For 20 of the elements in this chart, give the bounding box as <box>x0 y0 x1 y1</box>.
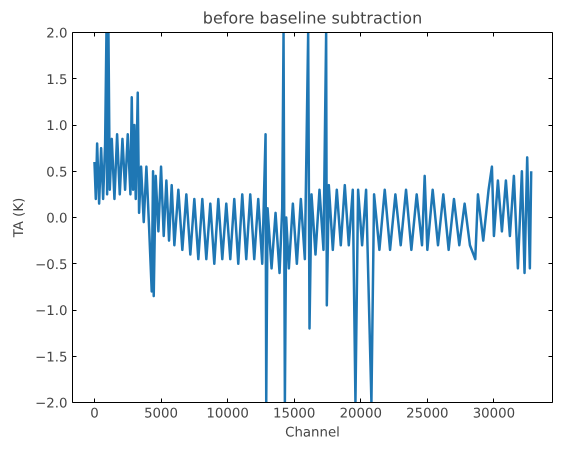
y-tick-label: 2.0 <box>46 26 68 42</box>
chart-title: before baseline subtraction <box>202 8 422 28</box>
x-tick-label: 0 <box>90 406 99 422</box>
y-tick-label: 1.5 <box>46 72 68 88</box>
x-tick-label: 30000 <box>472 406 516 422</box>
x-tick-label: 25000 <box>406 406 449 422</box>
x-tick-label: 20000 <box>340 406 382 422</box>
y-tick-label: −2.0 <box>35 396 68 412</box>
x-tick-label: 10000 <box>206 406 249 422</box>
y-tick-label: 0.0 <box>46 212 68 226</box>
x-tick-label: 15000 <box>272 406 316 422</box>
y-tick-label: 1.0 <box>46 119 68 134</box>
y-tick-label: −0.5 <box>35 258 68 273</box>
y-axis-title: TA (K) <box>12 198 28 238</box>
y-tick-label: −1.5 <box>35 350 68 366</box>
line-series <box>93 32 532 402</box>
y-tick-label: 0.5 <box>46 165 68 180</box>
y-tick-label: −1.0 <box>35 304 68 319</box>
x-axis-title: Channel <box>285 426 340 440</box>
x-tick-label: 5000 <box>144 406 178 422</box>
